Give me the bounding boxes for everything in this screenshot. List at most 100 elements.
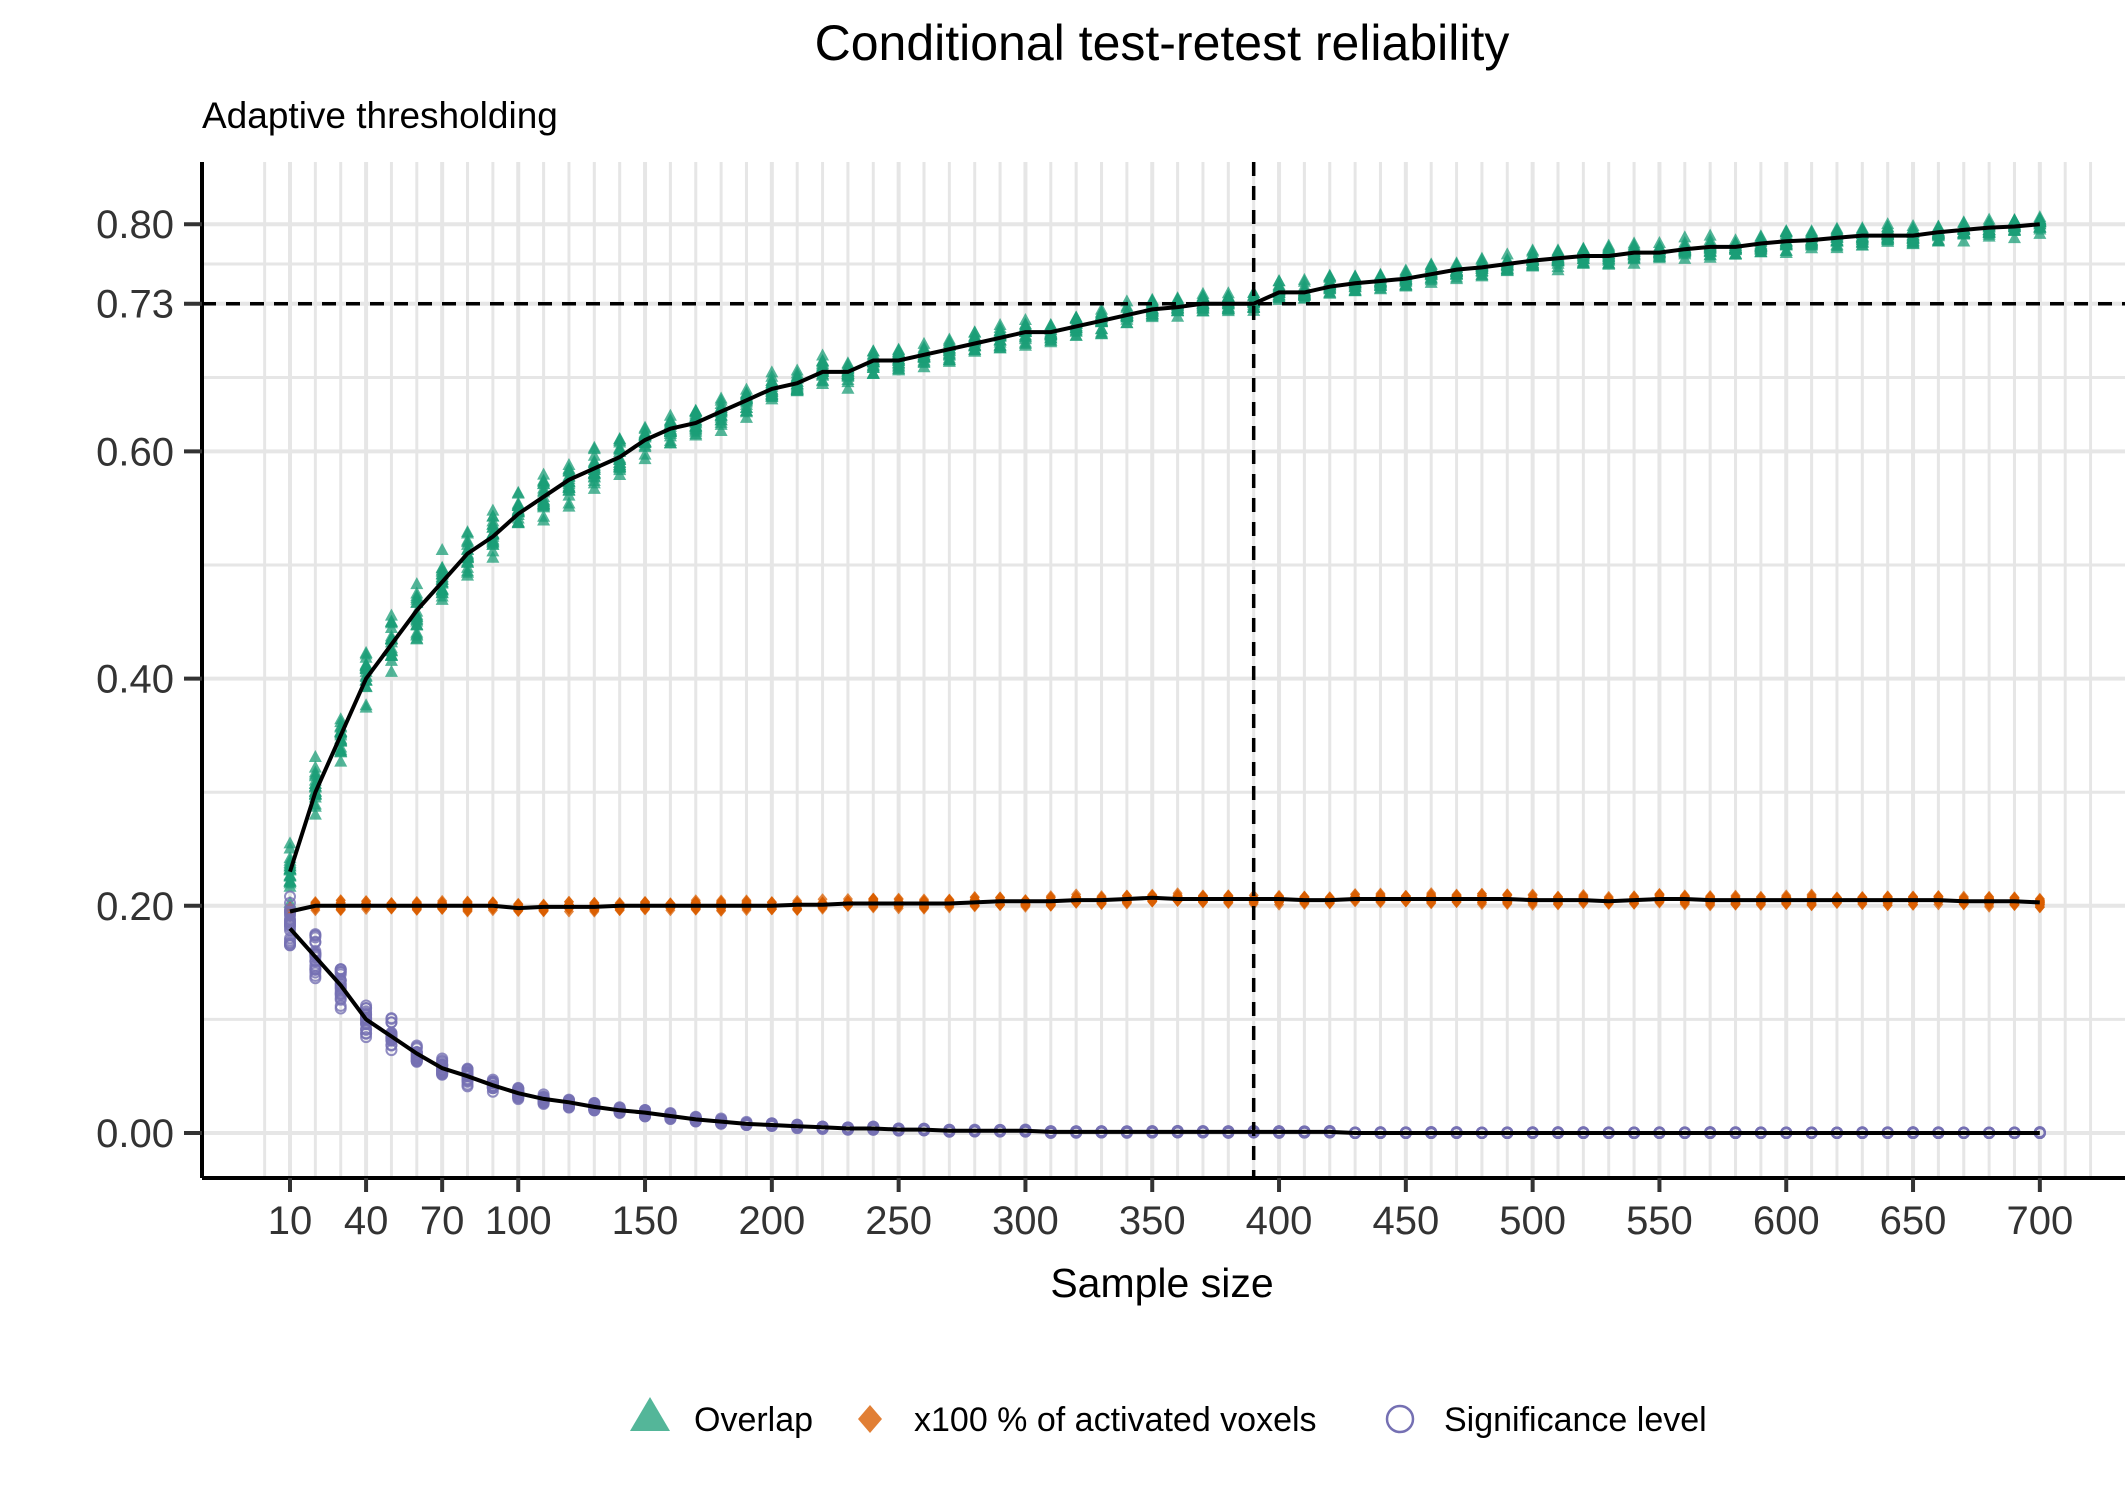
overlap-point bbox=[283, 868, 297, 881]
overlap-point bbox=[486, 509, 500, 522]
overlap-point bbox=[1957, 234, 1971, 247]
overlap-point bbox=[816, 355, 830, 368]
overlap-point bbox=[384, 664, 398, 677]
y-tick-label: 0.60 bbox=[96, 430, 174, 474]
grid bbox=[202, 162, 2125, 1178]
overlap-point bbox=[1272, 281, 1286, 294]
overlap-point bbox=[2007, 231, 2021, 244]
overlap-point bbox=[308, 807, 322, 820]
overlap-point bbox=[1297, 291, 1311, 304]
overlap-point bbox=[663, 425, 677, 438]
overlap-point bbox=[714, 423, 728, 436]
overlap-point bbox=[1500, 261, 1514, 274]
overlap-point bbox=[1703, 228, 1717, 241]
overlap-point bbox=[1855, 224, 1869, 237]
overlap-point bbox=[1196, 291, 1210, 304]
overlap-point bbox=[2033, 226, 2047, 239]
overlap-point bbox=[486, 533, 500, 546]
overlap-point bbox=[334, 754, 348, 767]
x-tick-label: 500 bbox=[1499, 1199, 1566, 1243]
overlap-point bbox=[1348, 269, 1362, 282]
significance-point bbox=[284, 932, 296, 945]
overlap-point bbox=[283, 879, 297, 892]
overlap-point bbox=[359, 668, 373, 681]
significance-point bbox=[284, 916, 296, 929]
overlap-point bbox=[841, 375, 855, 388]
overlap-point bbox=[461, 555, 475, 568]
x-tick-label: 250 bbox=[865, 1199, 932, 1243]
significance-point bbox=[309, 966, 322, 979]
legend-label: x100 % of activated voxels bbox=[914, 1401, 1317, 1439]
overlap-point bbox=[739, 405, 753, 418]
overlap-point bbox=[1678, 230, 1692, 243]
overlap-point bbox=[511, 511, 525, 524]
significance-point bbox=[284, 939, 296, 952]
overlap-point bbox=[663, 436, 677, 449]
overlap-point bbox=[587, 476, 601, 489]
overlap-point bbox=[410, 586, 424, 599]
series-triangle-mean-line bbox=[288, 222, 2040, 873]
overlap-point bbox=[384, 616, 398, 629]
overlap-point bbox=[1348, 283, 1362, 296]
activated-voxels-point bbox=[1654, 887, 1665, 900]
significance-point bbox=[385, 1012, 398, 1025]
overlap-point bbox=[942, 347, 956, 360]
overlap-point bbox=[1500, 247, 1514, 260]
significance-point bbox=[410, 1046, 423, 1059]
x-tick-label: 400 bbox=[1246, 1199, 1313, 1243]
overlap-point bbox=[1830, 239, 1844, 252]
overlap-point bbox=[1171, 303, 1185, 316]
overlap-point bbox=[1729, 247, 1743, 260]
y-tick-label: 0.80 bbox=[96, 203, 174, 247]
overlap-point bbox=[1526, 259, 1540, 272]
x-tick-label: 100 bbox=[485, 1199, 552, 1243]
overlap-point bbox=[1855, 238, 1869, 251]
overlap-point bbox=[866, 344, 880, 357]
significance-point bbox=[284, 896, 296, 909]
overlap-point bbox=[1602, 244, 1616, 257]
overlap-point bbox=[308, 767, 322, 780]
overlap-point bbox=[537, 499, 551, 512]
overlap-point bbox=[2007, 213, 2021, 226]
series-diamond-mean-line bbox=[289, 895, 2040, 914]
overlap-point bbox=[1602, 256, 1616, 269]
activated-voxels-point bbox=[1426, 887, 1437, 900]
overlap-point bbox=[435, 542, 449, 555]
overlap-point bbox=[1145, 306, 1159, 319]
overlap-point bbox=[562, 480, 576, 493]
x-tick-label: 70 bbox=[420, 1199, 465, 1243]
overlap-point bbox=[1018, 335, 1032, 348]
overlap-point bbox=[562, 461, 576, 474]
significance-point bbox=[334, 993, 347, 1006]
overlap-point bbox=[1957, 215, 1971, 228]
overlap-point bbox=[942, 353, 956, 366]
overlap-point bbox=[1044, 318, 1058, 331]
overlap-point bbox=[1399, 277, 1413, 290]
overlap-point bbox=[1424, 258, 1438, 271]
overlap-point bbox=[714, 393, 728, 406]
x-tick-label: 550 bbox=[1626, 1199, 1693, 1243]
overlap-point bbox=[461, 525, 475, 538]
x-tick-label: 200 bbox=[738, 1199, 805, 1243]
overlap-point bbox=[1120, 312, 1134, 325]
chart-title: Conditional test-retest reliability bbox=[815, 15, 1510, 71]
legend-label: Overlap bbox=[694, 1401, 813, 1439]
overlap-point bbox=[1399, 266, 1413, 279]
y-tick-label: 0.00 bbox=[96, 1112, 174, 1156]
y-tick-label: 0.40 bbox=[96, 658, 174, 702]
overlap-point bbox=[435, 586, 449, 599]
overlap-point bbox=[765, 386, 779, 399]
x-tick-label: 40 bbox=[344, 1199, 389, 1243]
overlap-point bbox=[638, 420, 652, 433]
overlap-point bbox=[689, 410, 703, 423]
reference-lines bbox=[202, 162, 2125, 1178]
overlap-point bbox=[562, 499, 576, 512]
overlap-point bbox=[486, 517, 500, 530]
overlap-point bbox=[1703, 245, 1717, 258]
significance-point bbox=[309, 959, 322, 972]
y-tick-label: 0.20 bbox=[96, 885, 174, 929]
x-tick-label: 650 bbox=[1880, 1199, 1947, 1243]
overlap-point bbox=[866, 361, 880, 374]
x-tick-label: 600 bbox=[1753, 1199, 1820, 1243]
